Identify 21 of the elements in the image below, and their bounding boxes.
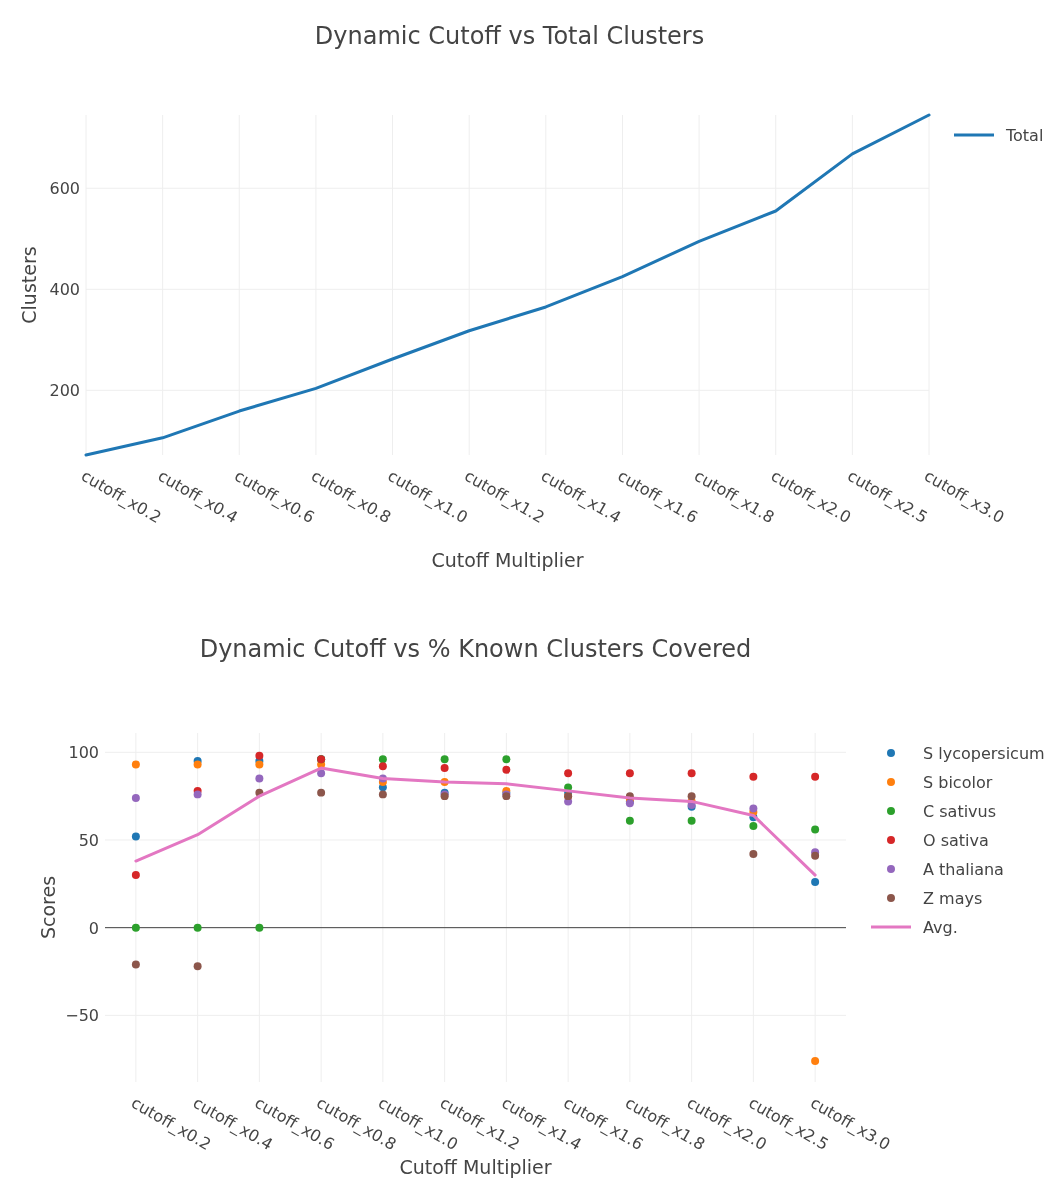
chart-title: Dynamic Cutoff vs Total Clusters <box>314 22 705 50</box>
legend-label: C sativus <box>923 802 997 821</box>
y-tick-label: 100 <box>68 743 99 763</box>
y-tick-label: 0 <box>88 918 99 938</box>
y-tick-label: 600 <box>49 179 80 199</box>
legend-label: Avg. <box>923 918 958 937</box>
legend-label: O sativa <box>923 831 989 850</box>
legend-label: Z mays <box>923 889 983 908</box>
legend-label: A thaliana <box>923 860 1004 879</box>
y-tick-label: 50 <box>78 830 99 850</box>
legend-label: Total <box>1005 126 1044 145</box>
x-axis-title: Cutoff Multiplier <box>431 549 584 571</box>
y-tick-label: −50 <box>65 1006 99 1026</box>
legend-label: S bicolor <box>923 773 993 792</box>
y-axis-title: Clusters <box>18 246 40 324</box>
x-axis-title: Cutoff Multiplier <box>399 1156 552 1178</box>
y-axis-title: Scores <box>37 875 59 940</box>
chart-title: Dynamic Cutoff vs % Known Clusters Covered <box>199 635 752 663</box>
legend-label: S lycopersicum <box>923 744 1045 763</box>
y-tick-label: 400 <box>49 280 80 300</box>
y-tick-label: 200 <box>49 381 80 401</box>
